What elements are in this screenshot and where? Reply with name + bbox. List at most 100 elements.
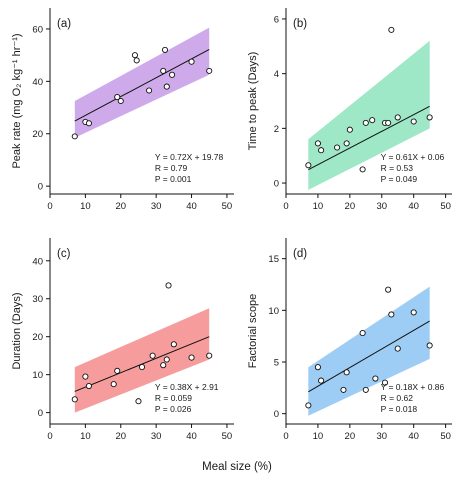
panel-a-point-4 [117,97,124,105]
panel-b-x-tick-label: 30 [376,201,387,212]
panel-c-point-11 [170,341,177,348]
panel-b-y-tick-label: 0 [274,179,279,190]
panel-a: 0 20 40 60 0 10 20 30 40 50 Peak rate (mg O₂ kg⁻¹ … [11,8,234,212]
panel-d-fit-line [308,320,430,393]
panel-a-point-3 [114,94,121,101]
panel-a-x-tick-label: 50 [222,201,233,212]
panel-d-y-tick-label: 0 [274,409,279,420]
panel-a-x-tick-label: 0 [47,201,52,212]
panel-d-x-tick-label: 30 [376,431,387,442]
panel-d-point-1 [314,364,321,371]
panel-b-x-tick-label: 40 [408,201,419,212]
panel-d-y-tick-label: 5 [274,358,279,369]
panel-a-y-tick-label: 20 [32,129,43,140]
panel-b-point-13 [410,118,417,125]
panel-b-point-10 [385,119,392,126]
panel-a-point-6 [133,57,140,64]
panel-c-point-3 [110,381,117,388]
panel-a-point-10 [163,83,170,90]
panel-d-point-3 [340,386,347,393]
panel-d-point-9 [385,286,392,293]
panel-d-point-7 [372,375,379,382]
panel-b-x-tick-label: 10 [313,201,324,212]
panel-c-point-10 [165,282,172,289]
panel-d-point-8 [381,379,389,386]
panel-a-x-tick-label: 40 [186,201,197,212]
panel-b-point-12 [394,114,401,121]
panel-d-x-tick-label: 40 [408,431,419,442]
panel-c-point-8 [160,362,167,369]
panel-d-point-0 [305,402,312,409]
panel-d-x-tick-label: 20 [345,431,356,442]
panel-d-point-11 [394,345,401,352]
panel-b-stats-line-2: P = 0.049 [381,174,418,184]
panel-b-y-axis-label: Time to peak (Days) [247,52,259,151]
panel-c-y-tick-label: 40 [32,256,43,267]
panel-d-point-12 [410,309,417,316]
panel-a-point-2 [85,120,92,127]
panel-c-label: (c) [57,248,71,260]
panel-c: 0 10 20 30 40 0 10 20 30 40 50 Duration (Days) (c) Y … [11,238,234,442]
panel-c-y-tick-label: 10 [32,370,43,381]
panel-b-point-7 [362,119,369,126]
panel-c-confidence-band [74,308,210,413]
panel-b-point-0 [305,162,312,169]
shared-x-axis-label: Meal size (%) [202,461,272,473]
panel-a-point-7 [146,87,153,94]
panel-c-x-tick-label: 50 [222,431,233,442]
panel-c-point-9 [163,356,170,363]
panel-d-stats-line-1: R = 0.62 [381,393,414,403]
panel-b-point-11 [388,26,395,33]
panel-c-stats-line-1: R = 0.059 [155,393,192,403]
panel-d-point-10 [388,311,395,318]
panel-a-fit-line [74,49,210,122]
panel-c-x-tick-label: 0 [47,431,52,442]
panel-d-y-tick-label: 15 [268,254,279,265]
panel-d-label: (d) [293,248,307,260]
panel-b-stats-line-1: R = 0.53 [381,163,414,173]
panel-b-point-8 [369,117,376,124]
panel-b: 0 2 4 6 0 10 20 30 40 50 Time to peak (Days) (b) Y =… [247,8,452,212]
panel-a-stats-line-1: R = 0.79 [155,163,188,173]
panel-b-point-1 [314,140,321,147]
panel-d-point-4 [343,369,350,376]
panel-d-point-6 [362,386,369,393]
panel-a-point-11 [169,71,176,78]
panel-b-x-tick-label: 0 [283,201,288,212]
panel-a-x-tick-label: 10 [80,201,91,212]
panel-b-x-tick-label: 20 [345,201,356,212]
panel-b-point-2 [318,147,325,154]
panel-b-point-5 [346,126,353,133]
panel-b-point-3 [334,144,341,151]
panel-d-x-tick-label: 10 [313,431,324,442]
panel-b-point-14 [426,114,433,121]
panel-d-confidence-band [308,286,430,416]
panel-b-y-tick-label: 6 [274,14,279,25]
panel-d-x-tick-label: 0 [283,431,288,442]
panel-a-x-tick-label: 20 [115,201,126,212]
panel-b-point-6 [359,166,366,173]
panel-d: 0 5 10 15 0 10 20 30 40 50 Factorial scope (d) Y = 0… [247,238,452,442]
panel-d-stats-line-0: Y = 0.18X + 0.86 [381,382,445,392]
panel-a-y-tick-label: 60 [32,24,43,35]
panel-c-point-2 [85,382,92,390]
panel-a-point-8 [160,67,167,74]
panel-c-point-0 [71,396,78,403]
panel-d-stats-line-2: P = 0.018 [381,404,418,414]
panel-c-y-tick-label: 0 [38,408,43,419]
panel-c-point-4 [114,367,121,374]
panel-d-y-axis-label: Factorial scope [247,294,259,369]
panel-c-point-1 [82,373,89,380]
panel-a-point-5 [131,52,138,59]
panel-a-y-axis-label: Peak rate (mg O₂ kg⁻¹ hr⁻¹) [11,33,23,168]
panel-a-x-tick-label: 30 [151,201,162,212]
panel-c-x-tick-label: 30 [151,431,162,442]
panel-c-stats-line-2: P = 0.026 [155,404,192,414]
panel-c-y-tick-label: 30 [32,294,43,305]
panel-d-point-5 [359,330,366,337]
panel-c-y-tick-label: 20 [32,332,43,343]
panel-c-y-axis-label: Duration (Days) [11,292,23,369]
panel-a-y-tick-label: 0 [38,182,43,193]
